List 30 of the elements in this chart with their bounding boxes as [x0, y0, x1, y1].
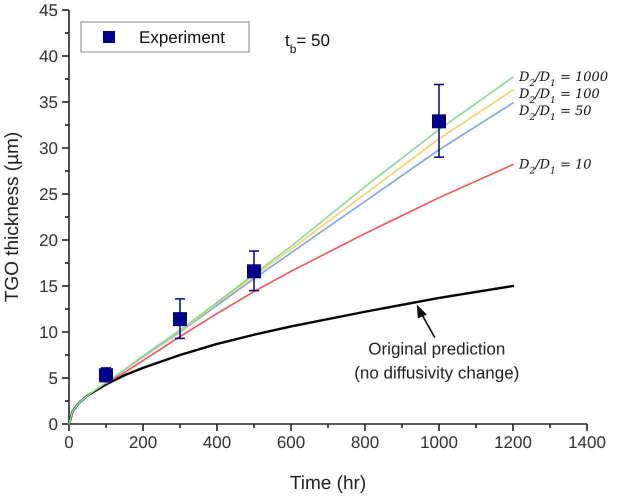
y-tick-label: 25	[39, 185, 58, 204]
x-tick-label: 400	[202, 433, 232, 452]
legend-label: Experiment	[139, 28, 226, 47]
x-tick-label: 600	[276, 433, 306, 452]
x-axis-title: Time (hr)	[290, 473, 366, 494]
series-label: D$_{2}$/D$_{1}$ = 10	[518, 158, 592, 177]
y-tick-label: 15	[39, 277, 58, 296]
y-tick-label: 5	[48, 369, 58, 388]
x-tick-label: 200	[128, 433, 158, 452]
y-tick-label: 0	[48, 415, 58, 434]
y-tick-label: 45	[39, 1, 58, 20]
x-tick-label: 1000	[420, 433, 458, 452]
x-tick-label: 1200	[494, 433, 532, 452]
y-tick-label: 20	[39, 231, 58, 250]
y-tick-label: 30	[39, 139, 58, 158]
series-label: D$_{2}$/D$_{1}$ = 100	[518, 87, 600, 106]
x-tick-label: 0	[64, 433, 74, 452]
y-tick-label: 35	[39, 93, 58, 112]
series-label: D$_{2}$/D$_{1}$ = 50	[518, 104, 592, 124]
annotation: Original prediction (no diffusivity change)	[354, 340, 520, 383]
point	[173, 312, 187, 326]
y-tick-label: 10	[39, 323, 58, 342]
x-tick-label: 800	[350, 433, 380, 452]
point	[247, 264, 261, 278]
point	[432, 114, 446, 128]
x-tick-label: 1400	[568, 433, 606, 452]
annotation: t$_{b}$= 50	[285, 31, 330, 56]
series-label: D$_{2}$/D$_{1}$ = 1000	[518, 70, 608, 90]
y-axis-title: TGO thickness (µm)	[2, 132, 23, 302]
y-tick-label: 40	[39, 47, 58, 66]
